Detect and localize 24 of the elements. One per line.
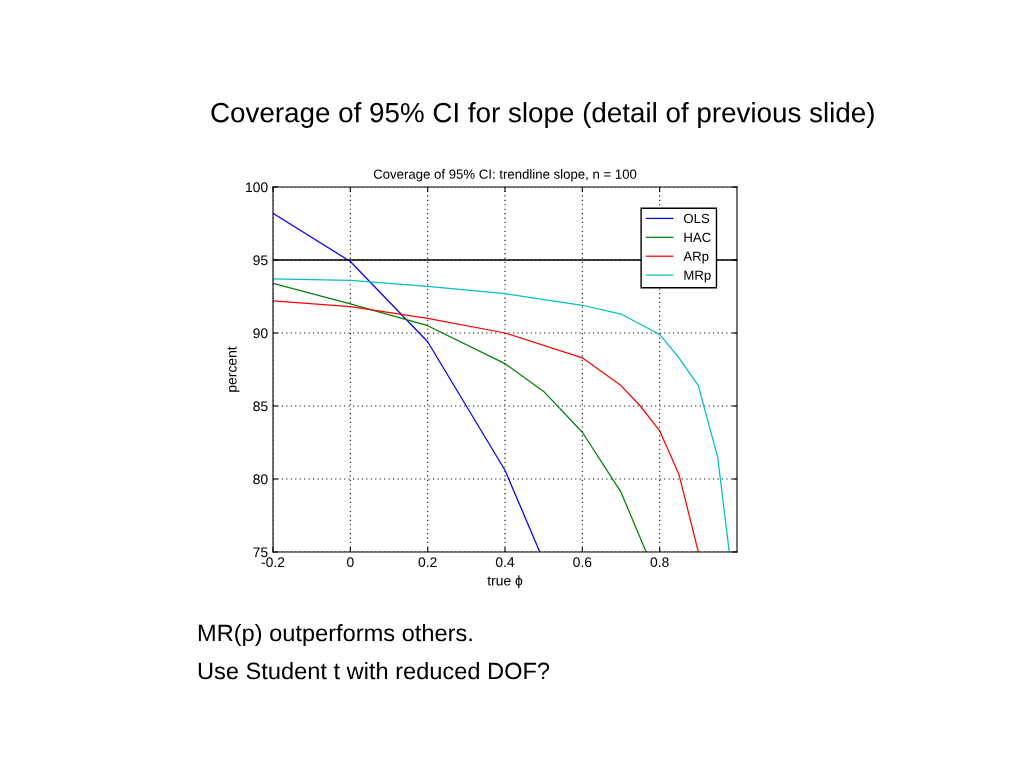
x-tick-label: -0.2 [261,557,285,568]
y-axis-title: percent [227,346,240,392]
legend-label: HAC [684,232,711,243]
x-tick-label: 0.8 [650,557,669,568]
x-tick-label: 0 [347,557,354,568]
y-tick-label: 100 [246,182,268,193]
chart-subtitle: Coverage of 95% CI: trendline slope, n = 100 [373,169,637,182]
x-tick-label: 0.4 [495,557,515,568]
line-series [273,212,541,552]
line-series [273,282,647,552]
x-tick-label: 0.6 [573,557,592,568]
x-axis-title: true ϕ [487,575,523,589]
y-tick-label: 80 [253,474,268,485]
y-tick-label: 90 [253,328,268,339]
text: Use Student t with reduced DOF? [198,661,550,680]
y-tick-label: 85 [253,401,268,412]
legend-label: OLS [683,213,710,224]
text: MR(p) outperforms others. [198,623,472,646]
y-tick-label: 95 [253,255,268,266]
legend-label: MRp [684,270,711,283]
x-tick-label: 0.2 [418,557,437,568]
chart-title: Coverage of 95% CI for slope (detail of previous slide) [211,102,874,128]
y-tick-label: 75 [253,547,268,558]
legend-label: ARp [683,251,709,264]
